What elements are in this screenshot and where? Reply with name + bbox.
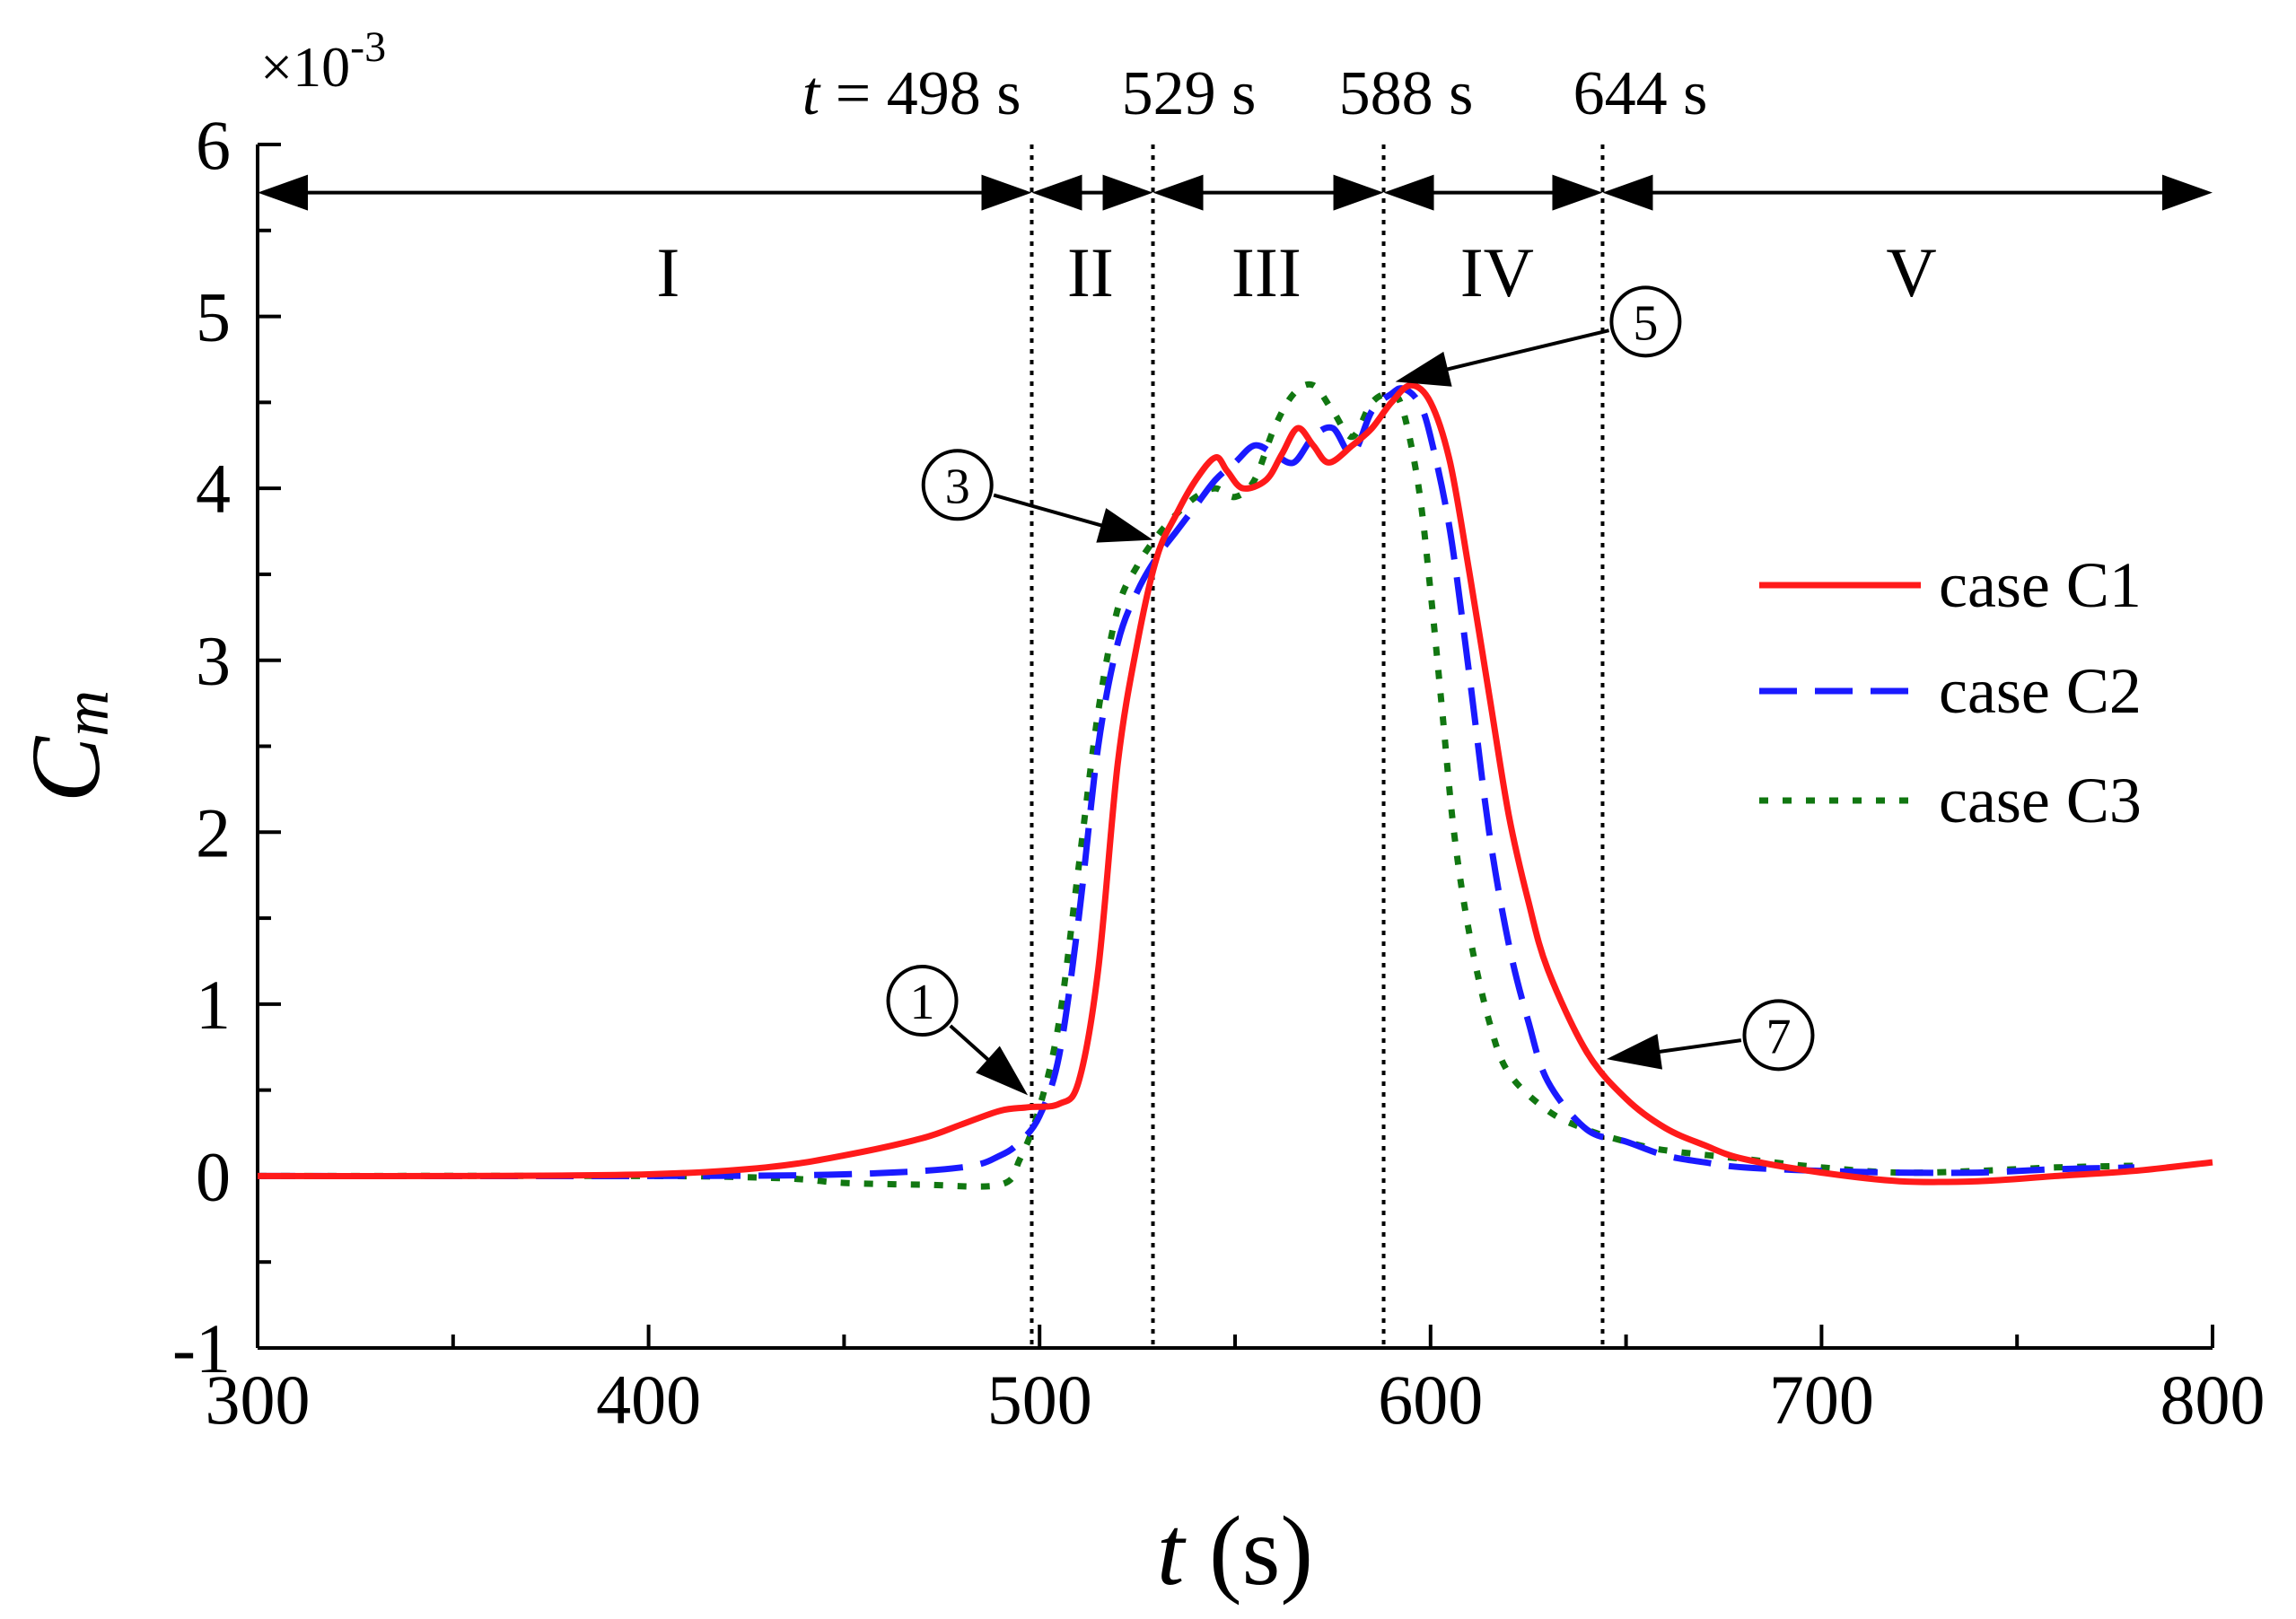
y-tick-label: 0: [196, 1137, 231, 1215]
phase-arrowhead: [1552, 174, 1603, 211]
y-tick-label: 6: [196, 106, 231, 184]
legend-label: case C2: [1939, 655, 2142, 727]
annotation-arrow-line: [993, 493, 1119, 532]
annotation-arrowhead: [1395, 351, 1452, 387]
phase-arrowhead: [2162, 174, 2213, 211]
annotation-number: 5: [1633, 295, 1658, 351]
y-tick-label: 1: [196, 966, 231, 1044]
series-line-case-c1: [257, 381, 2213, 1186]
phase-region-label: II: [1067, 233, 1114, 311]
y-tick-label: 5: [196, 278, 231, 356]
phase-time-variable: t: [802, 59, 821, 128]
y-axis-variable: C: [11, 735, 120, 802]
annotation-arrow-line: [1430, 328, 1610, 375]
x-axis-variable: t: [1157, 1496, 1187, 1606]
series-line-case-c3: [257, 381, 2134, 1190]
x-tick-label: 400: [596, 1361, 701, 1439]
y-tick-label: 2: [196, 793, 231, 871]
annotation-arrowhead: [1096, 508, 1153, 543]
legend-label: case C1: [1939, 549, 2142, 621]
annotation-marker: [1742, 999, 1815, 1072]
phase-time-label: 644 s: [1573, 59, 1708, 128]
y-tick-label: 4: [196, 450, 231, 528]
phase-arrowhead: [981, 174, 1032, 211]
x-tick-label: 500: [987, 1361, 1092, 1439]
phase-arrowhead: [1102, 174, 1153, 211]
phase-arrowhead: [1031, 174, 1082, 211]
y-scale-label: ×10-3: [260, 23, 386, 99]
phase-region-label: I: [656, 233, 679, 311]
y-tick-label: -1: [172, 1309, 231, 1387]
phase-region-label: IV: [1460, 233, 1534, 311]
annotation-marker: [886, 965, 959, 1037]
phase-time-label: 529 s: [1122, 59, 1257, 128]
annotation-arrowhead: [1606, 1034, 1663, 1070]
annotation-number: 1: [910, 975, 935, 1030]
phase-arrowhead: [1383, 174, 1434, 211]
annotation-arrowhead: [976, 1046, 1029, 1096]
phase-arrowhead: [1602, 174, 1653, 211]
y-tick-label: 3: [196, 622, 231, 700]
y-axis-title: Cm: [11, 690, 122, 802]
plot-layer: 300 400 500 600 700 800 -1 0 1 2 3 4 5 6 ×10-3 t (s) Cm t…: [11, 23, 2265, 1606]
x-tick-label: 700: [1769, 1361, 1874, 1439]
phase-region-label: III: [1231, 233, 1301, 311]
phase-arrowhead: [258, 174, 308, 211]
x-axis-unit: (s): [1184, 1496, 1313, 1606]
annotation-marker: [921, 449, 994, 521]
series-line-case-c2: [257, 385, 2134, 1180]
x-tick-label: 300: [206, 1361, 311, 1439]
phase-time-equals: =: [819, 59, 886, 128]
x-tick-label: 800: [2160, 1361, 2265, 1439]
annotation-number: 3: [945, 459, 970, 514]
phase-time-label: t = 498 s: [802, 59, 1021, 128]
y-scale-exponent: -3: [350, 23, 386, 71]
legend-label: case C3: [1939, 765, 2142, 836]
y-axis-subscript: m: [50, 690, 122, 737]
phase-time-value: 498 s: [887, 59, 1021, 128]
x-tick-label: 600: [1378, 1361, 1483, 1439]
phase-arrowhead: [1152, 174, 1204, 211]
annotation-number: 7: [1766, 1009, 1791, 1064]
annotation-marker: [1609, 285, 1682, 358]
phase-arrowhead: [1333, 174, 1384, 211]
x-axis-title: t (s): [1157, 1496, 1313, 1606]
phase-region-label: V: [1886, 233, 1936, 311]
phase-time-label: 588 s: [1339, 59, 1474, 128]
